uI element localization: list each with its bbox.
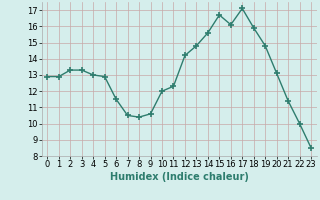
X-axis label: Humidex (Indice chaleur): Humidex (Indice chaleur) xyxy=(110,172,249,182)
